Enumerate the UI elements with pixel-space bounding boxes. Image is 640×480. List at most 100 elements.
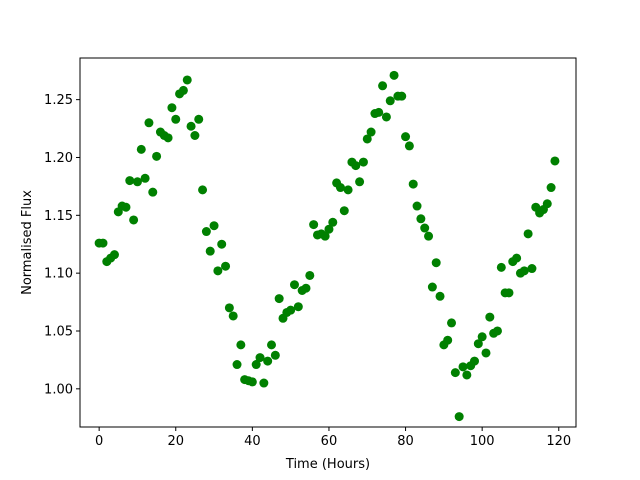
data-point — [458, 362, 468, 372]
data-point — [358, 157, 368, 167]
data-point — [343, 185, 353, 195]
data-point — [389, 70, 399, 80]
data-point — [378, 81, 388, 91]
data-point — [167, 103, 177, 113]
data-point — [121, 202, 131, 212]
data-point — [496, 262, 506, 272]
data-point — [132, 177, 142, 187]
data-point — [198, 185, 208, 195]
data-point — [209, 221, 219, 231]
data-point — [324, 224, 334, 234]
plot-frame — [79, 57, 577, 428]
data-point — [385, 96, 395, 106]
data-point — [320, 231, 330, 241]
data-point — [339, 206, 349, 216]
data-point — [542, 199, 552, 209]
data-point — [267, 340, 277, 350]
data-point — [550, 156, 560, 166]
data-point — [171, 114, 181, 124]
data-point — [194, 114, 204, 124]
data-point — [190, 131, 200, 140]
data-point — [289, 280, 299, 290]
data-point — [247, 377, 257, 387]
data-point — [148, 187, 158, 197]
data-points — [94, 70, 560, 422]
x-tick-label: 120 — [546, 434, 571, 449]
y-tick-label: 1.15 — [44, 209, 73, 224]
data-point — [213, 266, 223, 276]
data-point — [401, 132, 411, 142]
data-point — [519, 266, 529, 276]
data-point — [431, 258, 441, 268]
x-axis-ticks: 0 20 40 60 80 100 120 — [95, 427, 571, 449]
data-point — [263, 356, 273, 366]
data-point — [201, 227, 211, 237]
data-point — [435, 291, 445, 301]
data-point — [228, 311, 238, 321]
data-point — [504, 288, 514, 298]
data-point — [427, 282, 437, 292]
data-point — [408, 179, 418, 189]
data-point — [424, 231, 434, 241]
data-point — [397, 91, 407, 101]
data-point — [381, 112, 391, 122]
data-point — [470, 356, 479, 366]
data-point — [420, 223, 430, 233]
data-point — [527, 264, 537, 274]
data-point — [140, 173, 150, 183]
data-point — [416, 214, 426, 224]
data-point — [328, 217, 338, 227]
data-point — [355, 177, 365, 187]
data-point — [182, 75, 192, 85]
x-tick-label: 40 — [244, 434, 261, 449]
data-point — [129, 215, 139, 225]
data-point — [305, 270, 315, 280]
data-point — [270, 350, 280, 360]
data-point — [351, 161, 361, 171]
x-tick-label: 100 — [470, 434, 495, 449]
data-point — [454, 412, 464, 422]
data-point — [473, 339, 483, 349]
y-tick-label: 1.25 — [44, 93, 73, 108]
data-point — [546, 183, 556, 193]
x-axis-label: Time (Hours) — [285, 457, 370, 472]
data-point — [512, 253, 522, 263]
data-point — [481, 348, 491, 358]
data-point — [186, 121, 196, 131]
x-tick-label: 60 — [321, 434, 338, 449]
data-point — [443, 335, 453, 345]
data-point — [205, 246, 215, 256]
data-point — [404, 141, 414, 151]
y-axis-ticks: 1.00 1.05 1.10 1.15 1.20 1.25 — [44, 93, 80, 397]
data-point — [286, 305, 296, 315]
data-point — [477, 332, 487, 342]
data-point — [217, 239, 227, 249]
data-point — [485, 312, 495, 322]
data-point — [293, 302, 303, 312]
y-tick-label: 1.20 — [44, 151, 73, 166]
data-point — [462, 370, 472, 380]
data-point — [152, 151, 162, 161]
data-point — [335, 183, 345, 193]
data-point — [374, 107, 384, 117]
y-tick-label: 1.05 — [44, 324, 73, 339]
data-point — [232, 360, 242, 370]
data-point — [523, 229, 533, 239]
data-point — [255, 353, 265, 363]
data-point — [125, 176, 135, 186]
data-point — [236, 340, 246, 350]
data-point — [98, 238, 108, 248]
data-point — [221, 261, 231, 271]
data-point — [301, 283, 311, 293]
data-point — [447, 318, 457, 328]
y-tick-label: 1.10 — [44, 267, 73, 282]
data-point — [259, 378, 269, 388]
data-point — [178, 85, 188, 95]
data-point — [309, 220, 319, 230]
data-point — [362, 134, 372, 144]
data-point — [136, 144, 146, 154]
x-tick-label: 80 — [397, 434, 414, 449]
x-tick-label: 0 — [95, 434, 103, 449]
